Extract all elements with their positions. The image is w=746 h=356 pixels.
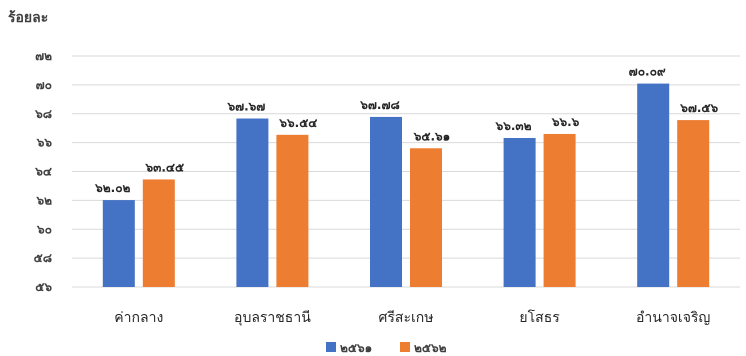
data-label: ๖๒.๐๒ bbox=[94, 181, 130, 195]
category-label: อุบลราชธานี bbox=[234, 310, 311, 326]
data-label: ๗๐.๐๙ bbox=[629, 65, 666, 79]
bar bbox=[677, 120, 710, 287]
y-tick-label: ๖๘ bbox=[34, 107, 52, 121]
bar bbox=[637, 83, 670, 287]
bar bbox=[410, 148, 442, 287]
data-label: ๖๓.๔๕ bbox=[145, 160, 185, 174]
y-tick-label: ๗๐ bbox=[36, 78, 52, 92]
category-label: ศรีสะเกษ bbox=[379, 310, 434, 326]
legend: ๒๕๖๑ ๒๕๖๒ bbox=[326, 341, 447, 355]
data-label: ๖๗.๗๘ bbox=[359, 98, 399, 112]
bar bbox=[102, 200, 135, 287]
y-tick-label: ๗๒ bbox=[35, 49, 52, 63]
bar bbox=[370, 116, 402, 288]
gridlines bbox=[72, 55, 740, 288]
y-tick-label: ๖๔ bbox=[34, 165, 52, 179]
legend-label: ๒๕๖๒ bbox=[414, 341, 447, 355]
bar bbox=[276, 134, 309, 287]
bar bbox=[503, 138, 536, 287]
y-tick-label: ๖๒ bbox=[35, 193, 52, 207]
data-label: ๖๗.๖๗ bbox=[226, 100, 265, 114]
category-label: ค่ากลาง bbox=[114, 310, 163, 326]
x-axis-categories: ค่ากลาง อุบลราชธานี ศรีสะเกษ ยโสธร อำนาจเจริ… bbox=[114, 309, 710, 326]
data-label: ๖๖.๓๒ bbox=[495, 119, 532, 133]
data-label: ๖๕.๖๑ bbox=[413, 129, 451, 143]
category-label: อำนาจเจริญ bbox=[636, 310, 710, 326]
y-axis-ticks: ๕๖ ๕๘ ๖๐ ๖๒ ๖๔ ๖๖ ๖๘ ๗๐ ๗๒ bbox=[34, 49, 53, 294]
data-label: ๖๖.๖ bbox=[551, 115, 580, 129]
y-axis-label: ร้อยละ bbox=[8, 10, 48, 26]
bar bbox=[236, 118, 269, 287]
y-tick-label: ๖๐ bbox=[36, 222, 52, 236]
data-label: ๖๗.๕๖ bbox=[679, 101, 718, 115]
y-tick-label: ๖๖ bbox=[36, 136, 53, 150]
bar bbox=[142, 179, 175, 287]
data-label: ๖๖.๕๔ bbox=[278, 116, 317, 130]
y-tick-label: ๕๘ bbox=[34, 251, 52, 265]
category-label: ยโสธร bbox=[519, 309, 560, 326]
legend-swatch bbox=[326, 342, 336, 352]
legend-swatch bbox=[400, 342, 410, 352]
legend-label: ๒๕๖๑ bbox=[340, 341, 372, 355]
bar bbox=[543, 133, 576, 287]
bars bbox=[102, 83, 710, 288]
y-tick-label: ๕๖ bbox=[35, 280, 52, 294]
